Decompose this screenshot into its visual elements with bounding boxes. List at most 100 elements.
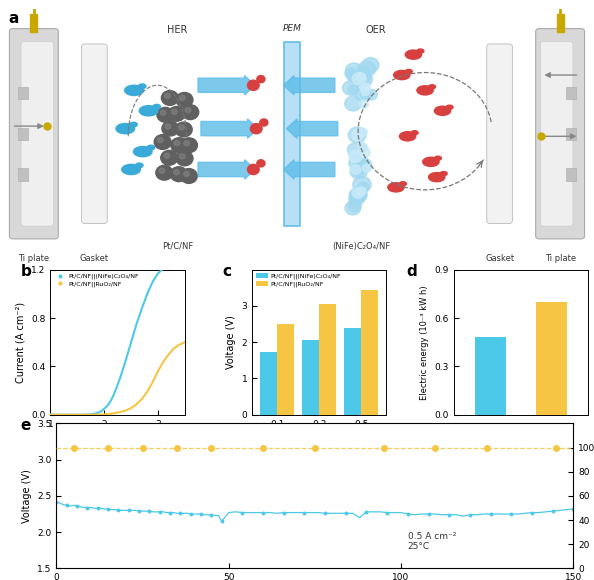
Circle shape bbox=[170, 137, 188, 153]
Bar bbox=[277, 324, 294, 415]
Y-axis label: Voltage (V): Voltage (V) bbox=[21, 469, 31, 523]
Ellipse shape bbox=[153, 104, 160, 109]
Ellipse shape bbox=[116, 124, 135, 134]
Circle shape bbox=[350, 164, 365, 176]
Ellipse shape bbox=[446, 105, 453, 109]
Ellipse shape bbox=[129, 122, 137, 127]
Circle shape bbox=[359, 128, 367, 136]
Text: Ti plate: Ti plate bbox=[545, 255, 576, 263]
Ellipse shape bbox=[138, 84, 146, 89]
Circle shape bbox=[175, 122, 192, 137]
Ellipse shape bbox=[394, 70, 410, 79]
Circle shape bbox=[353, 176, 371, 193]
Bar bbox=[30, 14, 37, 32]
Ellipse shape bbox=[388, 183, 404, 192]
Bar bbox=[18, 168, 28, 181]
Circle shape bbox=[156, 165, 173, 180]
Circle shape bbox=[352, 188, 367, 201]
Bar bbox=[566, 128, 576, 140]
Bar bbox=[18, 128, 28, 140]
Circle shape bbox=[160, 110, 166, 115]
Circle shape bbox=[172, 109, 177, 114]
Circle shape bbox=[348, 127, 366, 143]
Circle shape bbox=[362, 164, 371, 172]
Circle shape bbox=[358, 61, 375, 77]
Circle shape bbox=[349, 191, 365, 205]
Bar bbox=[302, 340, 320, 415]
Circle shape bbox=[345, 68, 358, 79]
Circle shape bbox=[257, 160, 265, 167]
Ellipse shape bbox=[122, 164, 140, 175]
Circle shape bbox=[357, 159, 372, 172]
Circle shape bbox=[159, 168, 165, 173]
Bar bbox=[566, 87, 576, 99]
X-axis label: Current (A cm⁻²): Current (A cm⁻²) bbox=[279, 434, 360, 444]
Circle shape bbox=[355, 72, 372, 87]
Text: d: d bbox=[407, 264, 418, 279]
Circle shape bbox=[165, 124, 171, 129]
Text: Gasket: Gasket bbox=[80, 255, 109, 263]
Circle shape bbox=[345, 201, 361, 215]
Bar bbox=[284, 42, 301, 226]
Circle shape bbox=[162, 121, 179, 136]
Circle shape bbox=[356, 72, 366, 81]
Circle shape bbox=[184, 172, 189, 176]
Text: 0.5 A cm⁻²
25°C: 0.5 A cm⁻² 25°C bbox=[408, 532, 456, 551]
Circle shape bbox=[349, 156, 365, 171]
Ellipse shape bbox=[405, 70, 412, 74]
Circle shape bbox=[165, 93, 170, 99]
Bar bbox=[320, 304, 336, 415]
Circle shape bbox=[365, 89, 377, 100]
Ellipse shape bbox=[134, 147, 152, 157]
Circle shape bbox=[185, 107, 191, 113]
Ellipse shape bbox=[417, 49, 424, 53]
Circle shape bbox=[355, 89, 369, 101]
Circle shape bbox=[352, 72, 366, 85]
Circle shape bbox=[353, 132, 362, 141]
Text: Pt/C/NF||RuO₂/NF: Pt/C/NF||RuO₂/NF bbox=[528, 423, 575, 429]
Text: Gasket: Gasket bbox=[485, 255, 514, 263]
FancyArrow shape bbox=[283, 75, 335, 95]
Circle shape bbox=[181, 169, 197, 183]
Circle shape bbox=[347, 70, 362, 83]
Text: Pt/C/NF: Pt/C/NF bbox=[162, 242, 193, 251]
Text: OER: OER bbox=[365, 25, 386, 35]
Ellipse shape bbox=[440, 172, 447, 176]
FancyArrow shape bbox=[201, 119, 258, 139]
Bar bbox=[261, 353, 277, 415]
Circle shape bbox=[349, 195, 362, 206]
Circle shape bbox=[350, 165, 361, 174]
Circle shape bbox=[184, 141, 189, 146]
Circle shape bbox=[352, 188, 364, 198]
Ellipse shape bbox=[405, 50, 422, 59]
Bar bbox=[361, 289, 378, 415]
Y-axis label: Voltage (V): Voltage (V) bbox=[226, 316, 236, 369]
Text: Pt/C/NF||(NiFe)C₂O₄/NF: Pt/C/NF||(NiFe)C₂O₄/NF bbox=[460, 423, 521, 429]
Circle shape bbox=[181, 138, 197, 153]
Circle shape bbox=[179, 125, 184, 130]
Circle shape bbox=[359, 100, 368, 108]
FancyBboxPatch shape bbox=[81, 44, 108, 223]
Text: e: e bbox=[20, 418, 31, 433]
Text: (NiFe)C₂O₄/NF: (NiFe)C₂O₄/NF bbox=[332, 242, 390, 251]
Ellipse shape bbox=[434, 106, 451, 115]
Bar bbox=[536, 302, 567, 415]
Circle shape bbox=[176, 92, 193, 107]
Ellipse shape bbox=[423, 157, 439, 166]
Circle shape bbox=[356, 187, 366, 195]
Circle shape bbox=[345, 96, 361, 111]
Bar bbox=[557, 14, 564, 32]
Circle shape bbox=[350, 164, 367, 179]
Text: b: b bbox=[21, 264, 32, 279]
Bar bbox=[566, 168, 576, 181]
Circle shape bbox=[361, 84, 370, 92]
Circle shape bbox=[347, 143, 364, 157]
Bar bbox=[475, 338, 505, 415]
Circle shape bbox=[257, 75, 265, 83]
Circle shape bbox=[161, 150, 178, 165]
Ellipse shape bbox=[135, 163, 143, 168]
Ellipse shape bbox=[417, 86, 433, 95]
Circle shape bbox=[362, 57, 379, 72]
Circle shape bbox=[348, 85, 359, 95]
FancyBboxPatch shape bbox=[541, 41, 573, 226]
